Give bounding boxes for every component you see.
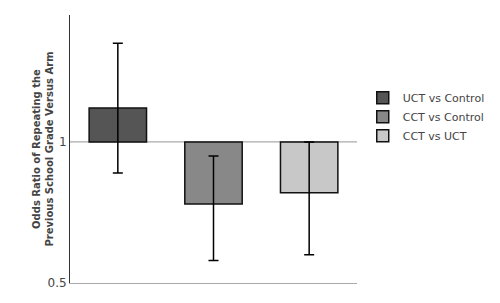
svg-text:CCT vs Control: CCT vs Control	[403, 111, 484, 124]
svg-text:CCT vs UCT: CCT vs UCT	[403, 130, 467, 143]
svg-text:1: 1	[59, 135, 67, 149]
svg-text:UCT vs Control: UCT vs Control	[403, 92, 484, 105]
svg-text:0.5: 0.5	[48, 276, 67, 290]
svg-text:Odds Ratio of Repeating thePre: Odds Ratio of Repeating thePrevious Scho…	[31, 51, 55, 246]
